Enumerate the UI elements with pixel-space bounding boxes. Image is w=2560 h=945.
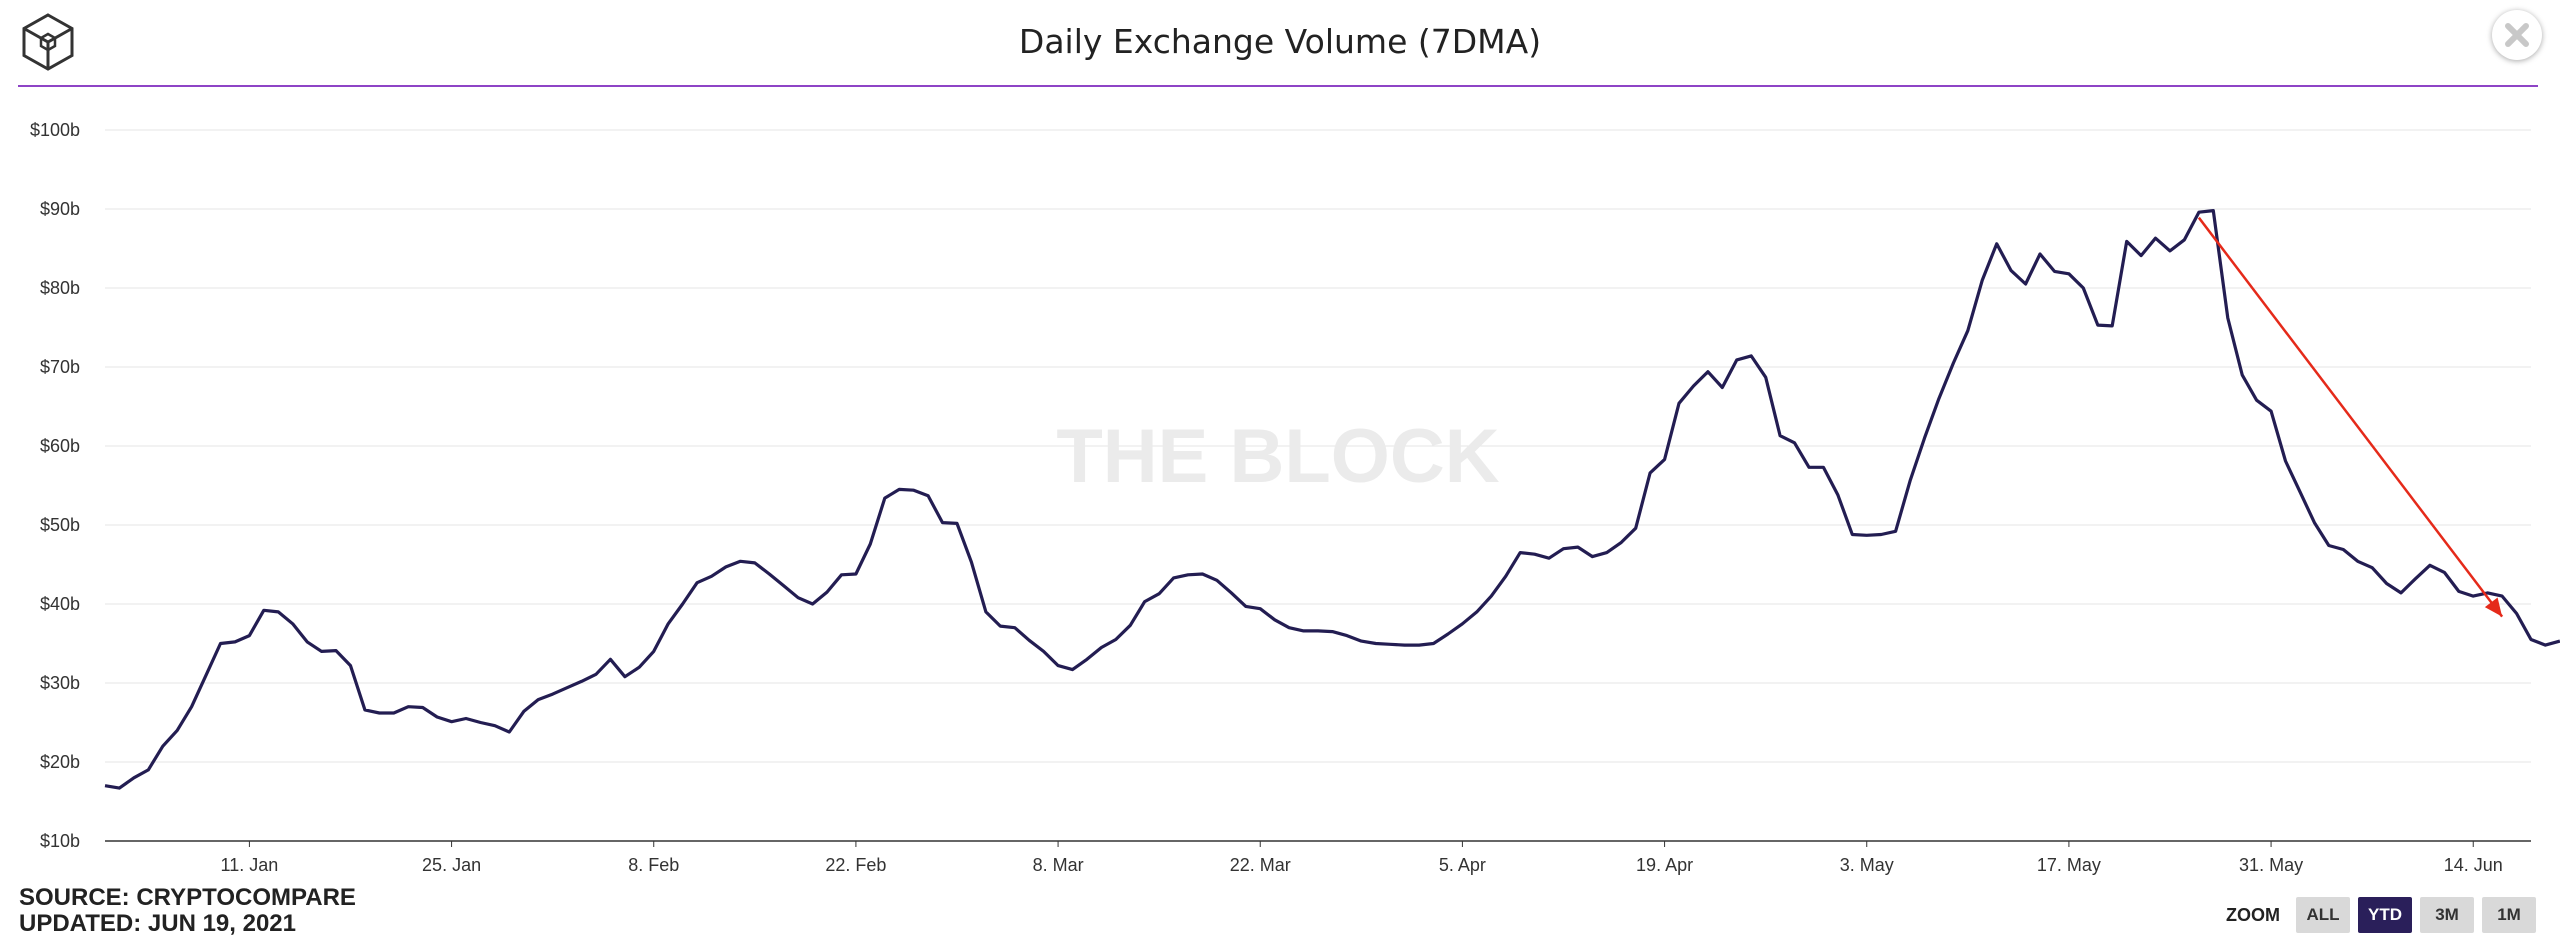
close-icon <box>2505 23 2529 47</box>
x-tick-label: 3. May <box>1840 855 1894 875</box>
x-tick-label: 19. Apr <box>1636 855 1693 875</box>
y-axis: $10b $20b $30b $40b $50b $60b $70b $80b $90b $100… <box>30 120 80 851</box>
x-tick-label: 8. Feb <box>628 855 679 875</box>
x-tick-label: 31. May <box>2239 855 2303 875</box>
y-tick-label: $100b <box>30 120 80 140</box>
y-tick-label: $90b <box>40 199 80 219</box>
y-tick-label: $50b <box>40 515 80 535</box>
trend-arrow-line <box>2197 216 2504 618</box>
series-line-group <box>104 208 2560 790</box>
x-tick-label: 22. Mar <box>1230 855 1291 875</box>
zoom-3m-button[interactable]: 3M <box>2420 897 2474 933</box>
updated-text: UPDATED: JUN 19, 2021 <box>19 910 296 937</box>
the-block-cube-logo-icon <box>18 12 78 72</box>
x-tick-label: 11. Jan <box>221 855 279 875</box>
footer: SOURCE: CRYPTOCOMPARE UPDATED: JUN 19, 2… <box>19 885 356 937</box>
x-tick-label: 8. Mar <box>1033 855 1084 875</box>
zoom-all-button[interactable]: ALL <box>2296 897 2350 933</box>
close-button[interactable] <box>2492 10 2542 60</box>
y-tick-label: $40b <box>40 594 80 614</box>
grid-lines <box>105 129 2531 763</box>
x-tick-label: 22. Feb <box>825 855 886 875</box>
zoom-1m-button[interactable]: 1M <box>2482 897 2536 933</box>
line-chart: THE BLOCK $10b $20b $30b $40b $50b $60b $70b $8… <box>30 120 2560 875</box>
series-line <box>104 208 2560 790</box>
zoom-controls: ZOOM ALL YTD 3M 1M <box>2226 896 2536 934</box>
chart-header: Daily Exchange Volume (7DMA) <box>0 0 2560 87</box>
y-tick-label: $10b <box>40 831 80 851</box>
y-tick-label: $80b <box>40 278 80 298</box>
y-tick-label: $70b <box>40 357 80 377</box>
x-tick-label: 17. May <box>2037 855 2101 875</box>
trend-arrow-head <box>2484 597 2503 617</box>
x-tick-label: 14. Jun <box>2444 855 2503 875</box>
page-title: Daily Exchange Volume (7DMA) <box>1018 22 1542 61</box>
header-divider <box>18 85 2538 87</box>
watermark: THE BLOCK <box>1056 414 1499 499</box>
x-tick-label: 25. Jan <box>422 855 481 875</box>
y-tick-label: $20b <box>40 752 80 772</box>
x-axis: 11. Jan 25. Jan 8. Feb 22. Feb 8. Mar 22. Mar… <box>105 840 2531 875</box>
zoom-label: ZOOM <box>2226 904 2280 925</box>
annotations <box>2197 216 2504 618</box>
x-tick-label: 5. Apr <box>1439 855 1486 875</box>
source-text: SOURCE: CRYPTOCOMPARE <box>19 884 356 911</box>
zoom-ytd-button[interactable]: YTD <box>2358 897 2412 933</box>
y-tick-label: $30b <box>40 673 80 693</box>
y-tick-label: $60b <box>40 436 80 456</box>
